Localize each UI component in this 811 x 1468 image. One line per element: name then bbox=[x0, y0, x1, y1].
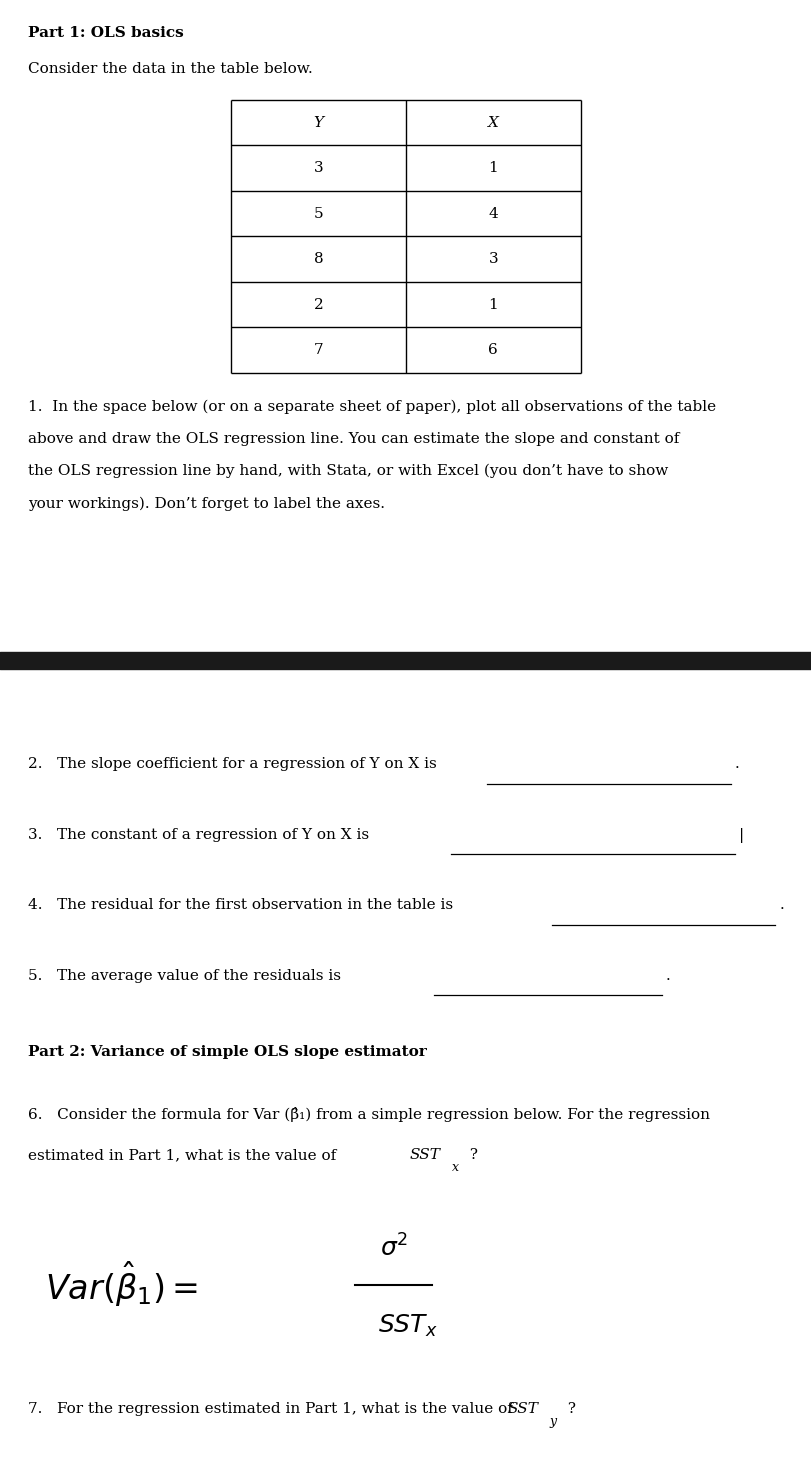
Text: Part 2: Variance of simple OLS slope estimator: Part 2: Variance of simple OLS slope est… bbox=[28, 1045, 427, 1060]
Text: 3: 3 bbox=[488, 252, 497, 266]
Text: 3: 3 bbox=[314, 161, 323, 175]
Text: above and draw the OLS regression line. You can estimate the slope and constant : above and draw the OLS regression line. … bbox=[28, 432, 679, 446]
Text: 1: 1 bbox=[487, 161, 498, 175]
Text: 3.   The constant of a regression of Y on X is: 3. The constant of a regression of Y on … bbox=[28, 828, 369, 843]
Text: 2: 2 bbox=[313, 298, 324, 311]
Text: the OLS regression line by hand, with Stata, or with Excel (you don’t have to sh: the OLS regression line by hand, with St… bbox=[28, 464, 667, 479]
Text: 6.   Consider the formula for Var (β̂₁) from a simple regression below. For the : 6. Consider the formula for Var (β̂₁) fr… bbox=[28, 1107, 710, 1122]
Text: Y: Y bbox=[313, 116, 324, 129]
Text: .: . bbox=[734, 757, 739, 772]
Text: 6: 6 bbox=[487, 344, 498, 357]
Text: ?: ? bbox=[465, 1148, 478, 1163]
Text: $\sigma^2$: $\sigma^2$ bbox=[380, 1235, 407, 1261]
Text: $SST_x$: $SST_x$ bbox=[377, 1312, 436, 1339]
Text: ?: ? bbox=[562, 1402, 575, 1417]
Text: .: . bbox=[779, 898, 783, 913]
Text: .: . bbox=[665, 969, 670, 984]
Text: 1.  In the space below (or on a separate sheet of paper), plot all observations : 1. In the space below (or on a separate … bbox=[28, 399, 715, 414]
Text: 1: 1 bbox=[487, 298, 498, 311]
Text: $Var(\hat{\beta}_1) =$: $Var(\hat{\beta}_1) =$ bbox=[45, 1260, 198, 1309]
Text: 5: 5 bbox=[314, 207, 323, 220]
Text: estimated in Part 1, what is the value of: estimated in Part 1, what is the value o… bbox=[28, 1148, 341, 1163]
Text: your workings). Don’t forget to label the axes.: your workings). Don’t forget to label th… bbox=[28, 496, 385, 511]
Text: Consider the data in the table below.: Consider the data in the table below. bbox=[28, 62, 313, 76]
Text: 8: 8 bbox=[314, 252, 323, 266]
Text: Part 1: OLS basics: Part 1: OLS basics bbox=[28, 26, 184, 41]
Text: 5.   The average value of the residuals is: 5. The average value of the residuals is bbox=[28, 969, 341, 984]
Text: 4.   The residual for the first observation in the table is: 4. The residual for the first observatio… bbox=[28, 898, 453, 913]
Text: 7: 7 bbox=[314, 344, 323, 357]
Text: |: | bbox=[738, 828, 743, 843]
Text: X: X bbox=[487, 116, 498, 129]
Text: 7.   For the regression estimated in Part 1, what is the value of: 7. For the regression estimated in Part … bbox=[28, 1402, 517, 1417]
Text: SST: SST bbox=[410, 1148, 440, 1163]
Text: 4: 4 bbox=[487, 207, 498, 220]
Text: SST: SST bbox=[507, 1402, 538, 1417]
Text: 2.   The slope coefficient for a regression of Y on X is: 2. The slope coefficient for a regressio… bbox=[28, 757, 436, 772]
Text: x: x bbox=[452, 1161, 459, 1174]
Text: y: y bbox=[549, 1415, 556, 1428]
